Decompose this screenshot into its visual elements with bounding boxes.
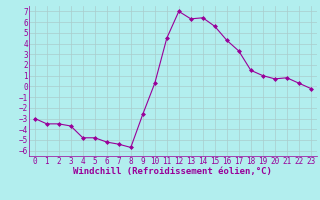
X-axis label: Windchill (Refroidissement éolien,°C): Windchill (Refroidissement éolien,°C) <box>73 167 272 176</box>
